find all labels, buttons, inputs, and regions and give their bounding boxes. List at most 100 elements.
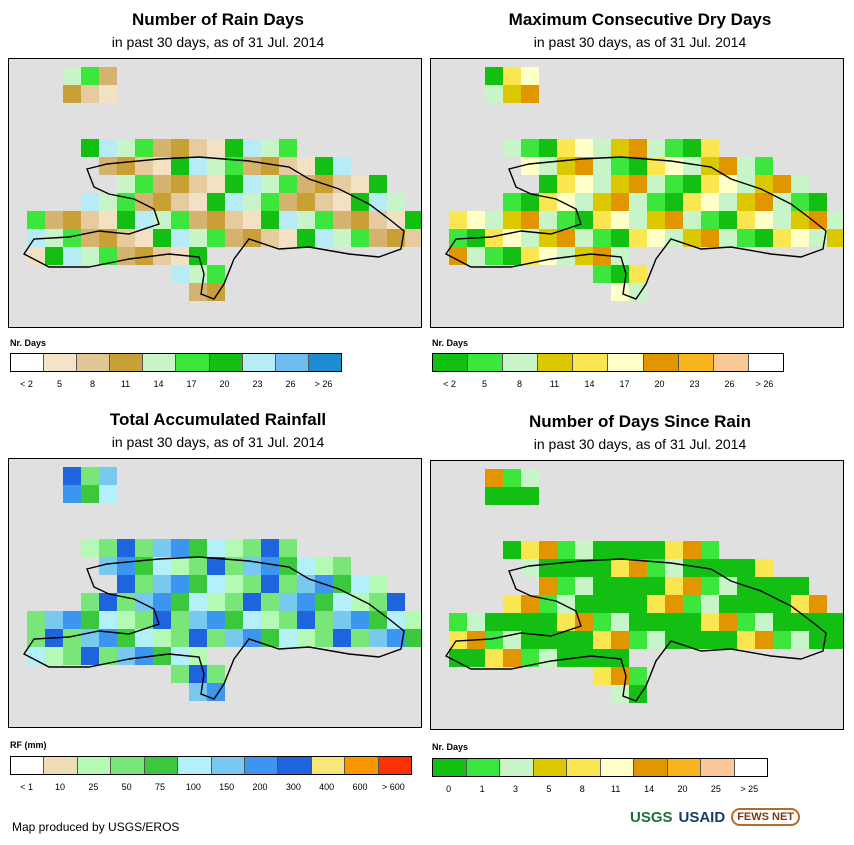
legend-tick-label: 17 <box>186 379 197 389</box>
map-grid-cell <box>351 175 369 193</box>
map-grid-cell <box>485 469 503 487</box>
map-grid-cell <box>135 575 153 593</box>
map-grid-cell <box>351 229 369 247</box>
map-grid-cell <box>773 613 791 631</box>
legend-swatch <box>77 354 111 371</box>
map-grid-cell <box>45 611 63 629</box>
map-grid-cell <box>387 593 405 611</box>
map-grid-cell <box>153 193 171 211</box>
map-grid-cell <box>755 631 773 649</box>
map-grid-cell <box>575 577 593 595</box>
map-grid-cell <box>827 613 843 631</box>
map-grid-cell <box>701 577 719 595</box>
map-grid-cell <box>557 229 575 247</box>
map-grid-cell <box>485 613 503 631</box>
legend-swatch <box>44 354 78 371</box>
map-grid-cell <box>557 649 575 667</box>
map-grid-cell <box>117 175 135 193</box>
map-grid-cell <box>701 595 719 613</box>
legend-swatch <box>634 759 668 776</box>
map-grid-cell <box>719 559 737 577</box>
map-grid-cell <box>719 613 737 631</box>
map-grid-cell <box>135 247 153 265</box>
map-grid-cell <box>81 611 99 629</box>
map-grid-cell <box>333 229 351 247</box>
map-grid-cell <box>243 593 261 611</box>
map-grid-cell <box>63 611 81 629</box>
map-grid-cell <box>243 629 261 647</box>
legend-ticks: < 2 5 8 11 14 17 20 23 26 > 26 <box>432 379 782 391</box>
map-rainfall <box>8 458 422 728</box>
map-grid-cell <box>611 211 629 229</box>
map-grid-cell <box>333 593 351 611</box>
map-grid-cell <box>333 611 351 629</box>
map-grid-cell <box>593 229 611 247</box>
map-grid-cell <box>27 611 45 629</box>
map-grid-cell <box>351 211 369 229</box>
map-canvas <box>444 67 843 301</box>
map-grid-cell <box>315 593 333 611</box>
map-grid-cell <box>135 611 153 629</box>
map-grid-cell <box>297 557 315 575</box>
map-grid-cell <box>539 631 557 649</box>
map-grid-cell <box>539 649 557 667</box>
map-grid-cell <box>99 539 117 557</box>
map-grid-cell <box>521 631 539 649</box>
map-grid-cell <box>647 541 665 559</box>
map-grid-cell <box>521 613 539 631</box>
map-grid-cell <box>827 631 843 649</box>
panel-subtitle: in past 30 days, as of 31 Jul. 2014 <box>533 34 747 50</box>
map-grid-cell <box>153 647 171 665</box>
map-grid-cell <box>189 139 207 157</box>
map-grid-cell <box>279 175 297 193</box>
map-grid-cell <box>189 283 207 301</box>
map-grid-cell <box>521 193 539 211</box>
legend-tick-label: 14 <box>153 379 164 389</box>
map-grid-cell <box>279 575 297 593</box>
map-grid-cell <box>117 139 135 157</box>
panel-title: Number of Days Since Rain <box>528 412 751 431</box>
map-grid-cell <box>171 557 189 575</box>
legend-tick-label: 100 <box>185 782 201 792</box>
map-grid-cell <box>737 157 755 175</box>
map-grid-cell <box>63 467 81 485</box>
map-grid-cell <box>485 631 503 649</box>
legend-tick-label: 200 <box>252 782 268 792</box>
map-grid-cell <box>171 229 189 247</box>
map-grid-cell <box>315 211 333 229</box>
map-grid-cell <box>521 469 539 487</box>
map-grid-cell <box>485 487 503 505</box>
map-grid-cell <box>189 557 207 575</box>
map-grid-cell <box>405 229 421 247</box>
map-grid-cell <box>117 629 135 647</box>
legend-tick-label: 20 <box>677 784 688 794</box>
map-grid-cell <box>773 175 791 193</box>
map-grid-cell <box>279 193 297 211</box>
map-grid-cell <box>153 629 171 647</box>
map-grid-cell <box>575 139 593 157</box>
map-grid-cell <box>701 157 719 175</box>
map-grid-cell <box>629 685 647 703</box>
map-grid-cell <box>593 139 611 157</box>
map-grid-cell <box>117 211 135 229</box>
map-grid-cell <box>135 139 153 157</box>
map-grid-cell <box>791 631 809 649</box>
map-grid-cell <box>593 541 611 559</box>
map-grid-cell <box>369 629 387 647</box>
map-grid-cell <box>665 193 683 211</box>
map-grid-cell <box>243 611 261 629</box>
map-grid-cell <box>521 559 539 577</box>
map-grid-cell <box>485 649 503 667</box>
legend-title: RF (mm) <box>10 740 47 750</box>
legend-tick-label: 50 <box>121 782 132 792</box>
map-grid-cell <box>629 139 647 157</box>
map-grid-cell <box>809 631 827 649</box>
legend-swatch <box>567 759 601 776</box>
map-grid-cell <box>503 139 521 157</box>
map-grid-cell <box>611 193 629 211</box>
map-grid-cell <box>117 539 135 557</box>
map-grid-cell <box>261 629 279 647</box>
map-grid-cell <box>279 539 297 557</box>
map-grid-cell <box>791 211 809 229</box>
map-grid-cell <box>135 175 153 193</box>
